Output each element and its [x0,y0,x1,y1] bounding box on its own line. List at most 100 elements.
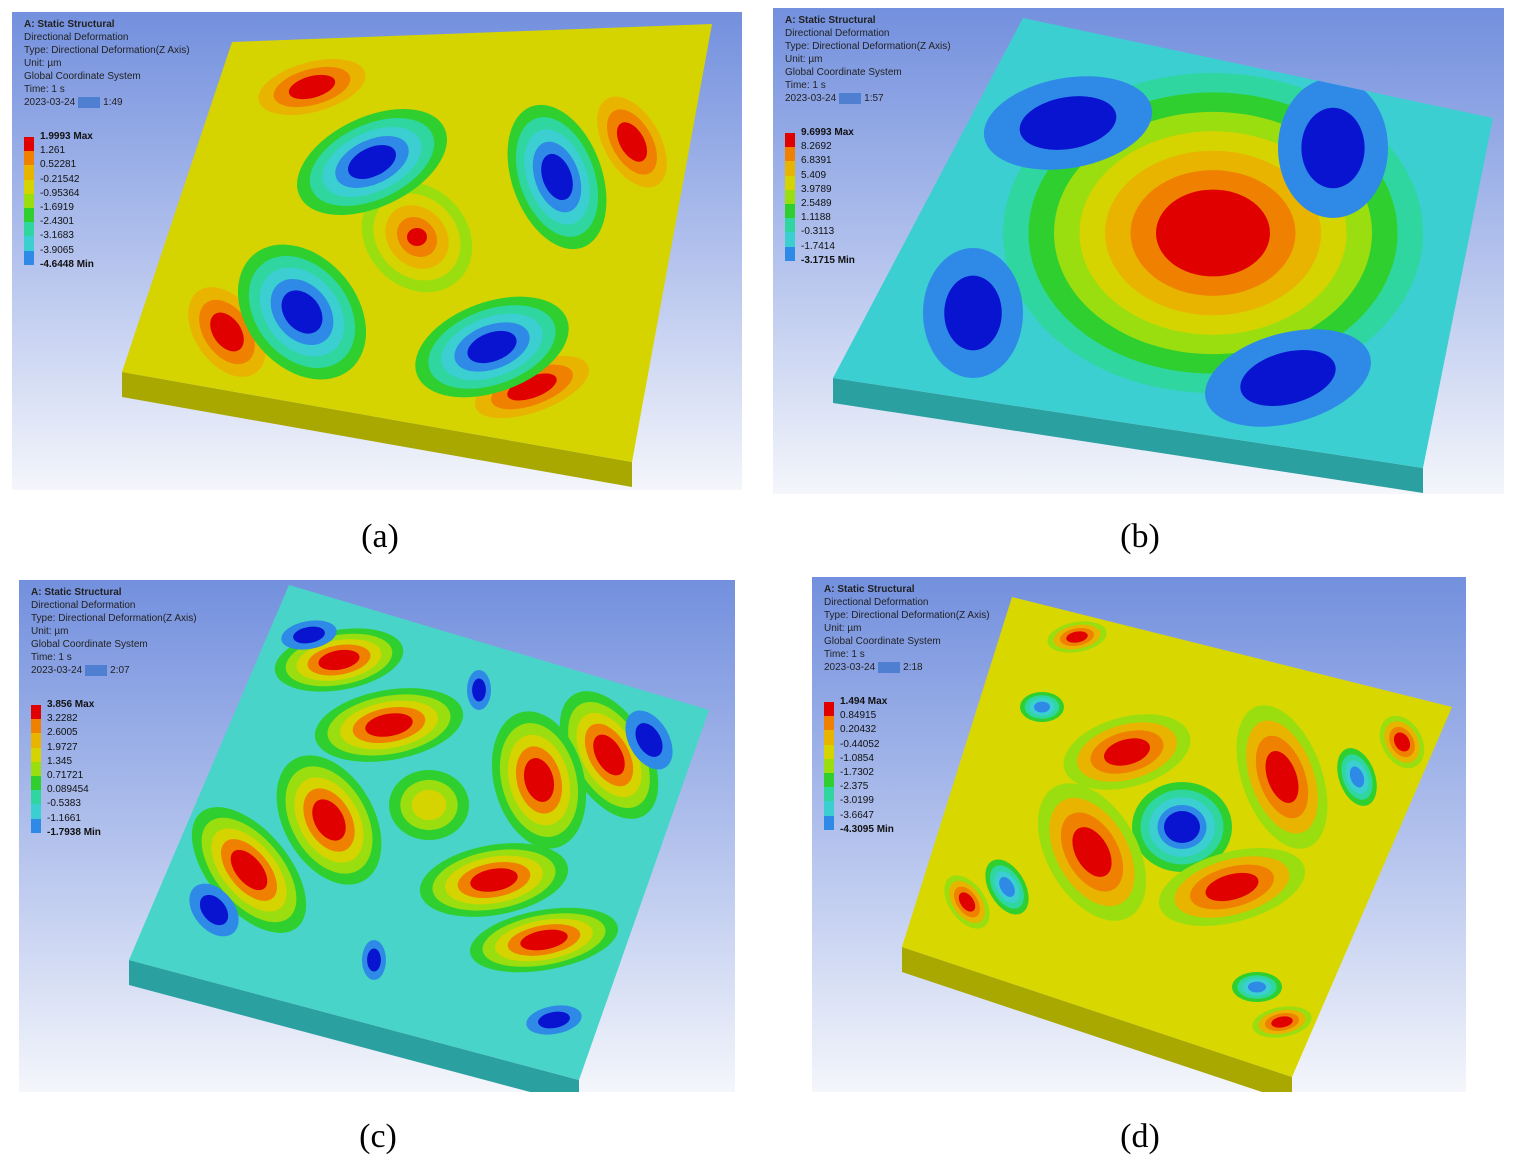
contour-band [199,894,229,926]
legend-label: 2.6005 [47,727,78,739]
legend-swatch [824,758,834,773]
legend-swatch [24,151,34,166]
legend-swatch [31,775,41,791]
legend: 9.6993 Max 8.2692 6.8391 5.409 3.9789 2.5489 1… [785,126,855,268]
legend-row: 9.6993 Max [785,126,855,148]
legend-row: -0.5383 [31,797,101,819]
panel: A: Static Structural Directional Deformat… [773,8,1504,494]
legend-row: -3.1683 [24,229,94,251]
legend-label: -3.1683 [40,230,74,242]
header-line: Type: Directional Deformation(Z Axis) [31,613,197,624]
contour-band [958,892,976,912]
date: 2023-03-24 [785,93,837,104]
timestamp: 2023-03-24 2:18 [824,661,990,674]
header-line: Time: 1 s [785,80,826,91]
legend-label: -1.6919 [40,201,74,213]
legend-swatch [24,207,34,223]
legend-label: 0.71721 [47,769,84,781]
legend-row: 0.52281 [24,158,94,180]
legend: 1.9993 Max 1.261 0.52281 -0.21542 -0.95364 -1… [24,130,94,272]
header-line: A: Static Structural [24,19,115,30]
contour-band [1164,811,1200,843]
legend-label: 1.1188 [801,212,831,224]
legend-swatch [31,818,41,833]
date: 2023-03-24 [824,662,876,673]
legend-swatch [824,744,834,759]
legend-row: 0.20432 [824,723,894,745]
contour-band [288,74,336,100]
contour-band [210,312,244,352]
header-line: A: Static Structural [824,584,915,595]
legend-label: -1.7938 Min [47,826,101,838]
legend-row: 1.494 Max [824,695,894,717]
legend-label: -1.7414 [801,240,835,252]
panel: A: Static Structural Directional Deformat… [12,12,742,490]
contour-band [1034,701,1050,713]
legend-row: -4.6448 Min [24,258,94,272]
contour-band [1205,872,1259,902]
legend-row: -1.7302 [824,766,894,788]
legend-swatch [785,133,795,148]
plate-side [833,378,1423,493]
plate-side [129,960,579,1092]
header-line: Unit: µm [785,54,823,65]
legend-label: 1.9993 Max [40,131,93,142]
contour-band [538,1011,570,1029]
time: 2:07 [110,665,130,676]
legend-label: 3.2282 [47,713,78,725]
header-line: Unit: µm [824,623,862,634]
legend-label: -1.1661 [47,812,81,824]
contour-band [1072,827,1112,877]
contours [189,620,673,1035]
legend-label: -4.6448 Min [40,258,94,270]
legend-label: 1.494 Max [840,696,888,707]
model-view [129,585,709,1092]
legend-label: -0.21542 [40,173,80,185]
legend-label: 1.261 [40,145,66,157]
redaction [85,664,108,676]
legend-row: -3.9065 [24,244,94,265]
header: A: Static Structural Directional Deformat… [824,583,990,674]
legend-row: 3.2282 [31,712,101,734]
legend-label: -3.9065 [40,244,74,256]
contour-band [1104,738,1150,766]
contour-band [318,649,360,671]
model-view [122,24,712,487]
legend-label: -1.7302 [840,766,874,778]
legend-label: -0.95364 [40,187,80,199]
header-line: Global Coordinate System [785,67,902,78]
contour-band [230,849,268,891]
legend-swatch [31,719,41,734]
caption: (a) [361,518,399,555]
legend-label: 9.6993 Max [801,127,854,138]
legend-row: 1.9993 Max [24,130,94,152]
legend-row: -1.7414 [785,240,855,261]
legend-row: 1.1188 [785,211,855,233]
legend-label: 8.2692 [801,141,832,153]
header-line: Directional Deformation [824,597,929,608]
legend-row: -2.4301 [24,215,94,237]
legend-swatch [24,193,34,208]
legend-swatch [24,137,34,152]
contour-band [467,330,517,364]
legend-label: 2.5489 [801,197,832,209]
legend-label: 3.856 Max [47,699,95,710]
legend-swatch [785,232,795,247]
header: A: Static Structural Directional Deformat… [31,586,197,677]
contour-band [635,723,663,757]
date: 2023-03-24 [24,97,76,108]
legend-label: -3.0199 [840,795,874,807]
legend-swatch [824,730,834,745]
legend-swatch [31,804,41,819]
contour-band [999,877,1015,897]
legend-swatch [824,702,834,717]
legend-label: -0.3113 [801,226,835,238]
panel: A: Static Structural Directional Deformat… [812,577,1466,1092]
redaction [878,661,901,673]
header-line: A: Static Structural [785,15,876,26]
legend-label: 6.8391 [801,155,832,167]
contour-band [593,734,625,776]
legend-label: 0.089454 [47,784,89,796]
plate-side [122,372,632,487]
